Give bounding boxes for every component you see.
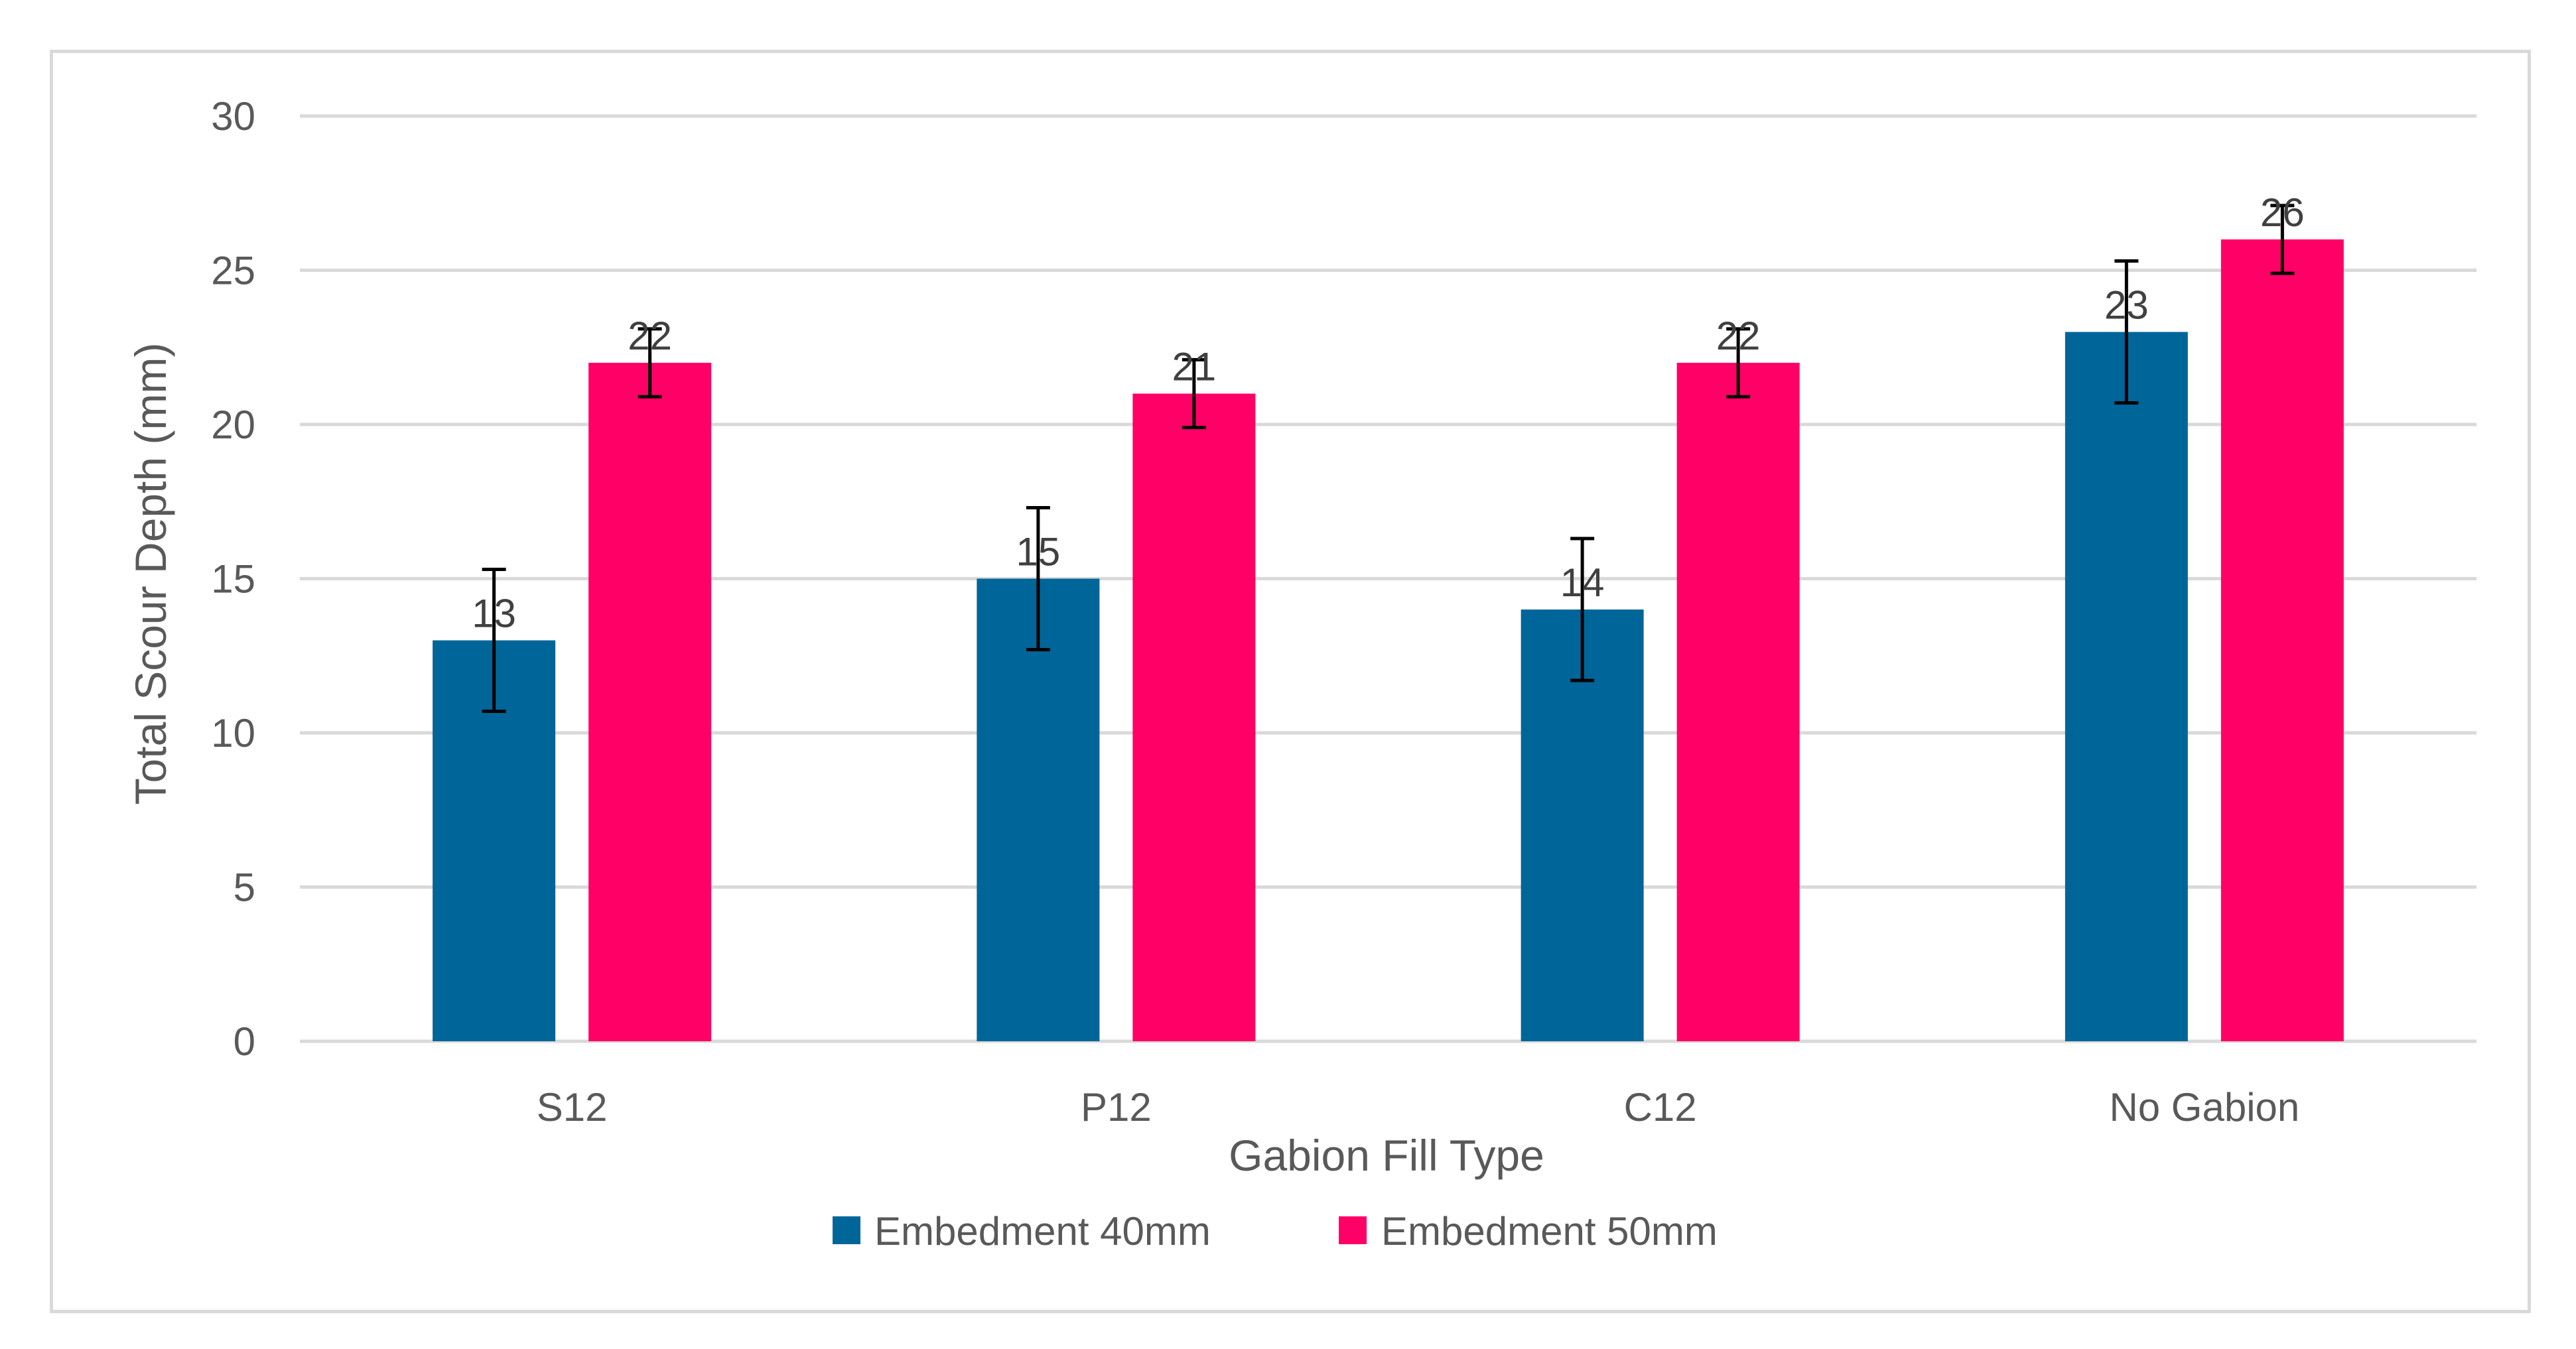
error-bar-embedment-40mm-p12 bbox=[1026, 506, 1050, 651]
y-axis-title: Total Scour Depth (mm) bbox=[126, 343, 175, 805]
error-bar-embedment-50mm-no-gabion bbox=[2270, 204, 2295, 275]
error-bar-embedment-40mm-c12 bbox=[1570, 537, 1595, 682]
y-tick-label-15: 15 bbox=[211, 557, 255, 602]
bar-embedment-50mm-c12 bbox=[1676, 363, 1800, 1041]
bar-embedment-40mm-no-gabion bbox=[2065, 332, 2188, 1041]
error-bars bbox=[482, 204, 2295, 713]
data-label-embedment-50mm-no-gabion: 26 bbox=[2260, 190, 2305, 235]
bar-embedment-40mm-p12 bbox=[977, 578, 1100, 1041]
data-label-embedment-50mm-p12: 21 bbox=[1172, 345, 1217, 389]
legend-label-embedment-40mm: Embedment 40mm bbox=[874, 1209, 1211, 1253]
data-label-embedment-50mm-c12: 22 bbox=[1716, 314, 1761, 358]
bar-embedment-50mm-no-gabion bbox=[2220, 239, 2344, 1041]
bar-embedment-50mm-s12 bbox=[588, 363, 712, 1041]
y-tick-label-0: 0 bbox=[234, 1019, 255, 1064]
error-bar-embedment-50mm-s12 bbox=[638, 327, 662, 399]
x-tick-label-c12: C12 bbox=[1624, 1085, 1697, 1129]
y-tick-label-10: 10 bbox=[211, 711, 255, 755]
data-label-embedment-40mm-s12: 13 bbox=[472, 592, 516, 636]
x-tick-label-s12: S12 bbox=[537, 1085, 608, 1129]
y-axis-ticks: 0 5 10 15 20 25 30 bbox=[211, 94, 255, 1064]
data-label-embedment-40mm-no-gabion: 23 bbox=[2104, 283, 2149, 328]
y-tick-label-30: 30 bbox=[211, 94, 255, 139]
data-label-embedment-50mm-s12: 22 bbox=[628, 314, 672, 358]
data-label-embedment-40mm-p12: 15 bbox=[1016, 530, 1061, 574]
legend: Embedment 40mm Embedment 50mm bbox=[833, 1209, 1718, 1253]
data-labels: 13 22 15 21 14 22 23 26 bbox=[472, 190, 2305, 636]
x-tick-label-p12: P12 bbox=[1081, 1085, 1152, 1129]
x-axis-title: Gabion Fill Type bbox=[1229, 1131, 1544, 1180]
bar-embedment-50mm-p12 bbox=[1132, 393, 1256, 1041]
error-bar-embedment-50mm-c12 bbox=[1726, 327, 1751, 399]
data-label-embedment-40mm-c12: 14 bbox=[1560, 560, 1605, 605]
error-bar-embedment-50mm-p12 bbox=[1182, 357, 1206, 430]
error-bar-embedment-40mm-s12 bbox=[482, 568, 506, 713]
x-axis-ticks: S12 P12 C12 No Gabion bbox=[537, 1085, 2300, 1129]
y-tick-label-25: 25 bbox=[211, 249, 255, 293]
y-tick-label-5: 5 bbox=[234, 866, 255, 910]
legend-label-embedment-50mm: Embedment 50mm bbox=[1381, 1209, 1718, 1253]
error-bar-embedment-40mm-no-gabion bbox=[2114, 259, 2139, 405]
y-tick-label-20: 20 bbox=[211, 403, 255, 447]
x-tick-label-no-gabion: No Gabion bbox=[2109, 1085, 2299, 1129]
legend-swatch-embedment-50mm bbox=[1339, 1216, 1367, 1244]
legend-swatch-embedment-40mm bbox=[833, 1216, 860, 1244]
bars bbox=[433, 239, 2344, 1041]
